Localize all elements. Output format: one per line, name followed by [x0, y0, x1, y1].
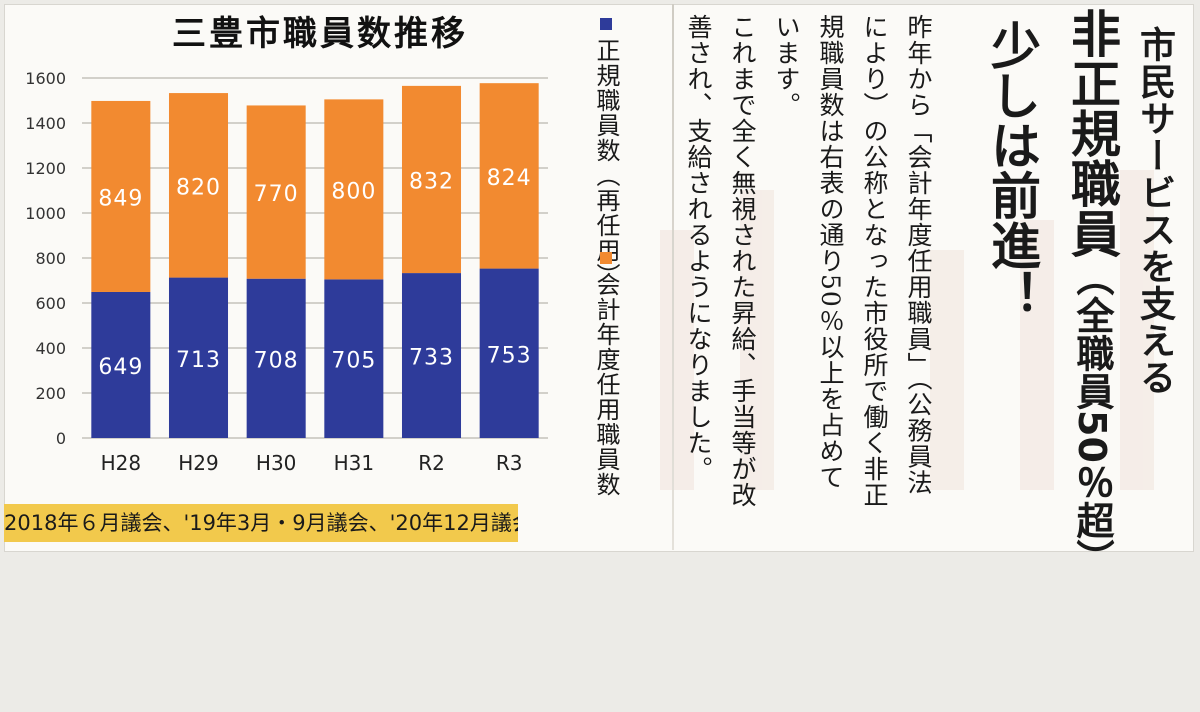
bar-fiscal [324, 99, 384, 280]
bar-fiscal [246, 105, 306, 279]
bar-value-label: 713 [176, 348, 221, 373]
legend-label-regular: 正規職員数（再任用） [592, 38, 620, 288]
bar-value-label: 649 [98, 355, 143, 380]
headline-3: 少しは前進！ [983, 20, 1041, 320]
bar-value-label: 800 [331, 179, 376, 204]
staff-count-chart: 0 200 400 600 800 1000 1200 1400 1600 649 849 713 8… [25, 69, 548, 475]
y-tick-label: 1200 [25, 159, 66, 178]
bar-regular [168, 277, 229, 438]
headline-2-paren: （全職員50％超） [1070, 258, 1114, 577]
x-tick-label: R2 [418, 451, 445, 475]
article-line-2: により）の公称となった市役所で働く非正 [860, 14, 889, 508]
y-tick-label: 800 [35, 249, 66, 268]
bar-value-label: 705 [331, 349, 376, 374]
bar-value-label: 733 [409, 346, 454, 371]
article-line-3: 規職員数は右表の通り50％以上を占めて [816, 14, 845, 490]
bar-value-label: 824 [487, 166, 532, 191]
page-fold [672, 4, 674, 550]
bar-regular [246, 278, 306, 438]
bar-value-label: 820 [176, 175, 221, 200]
x-tick-label: R3 [496, 451, 523, 475]
x-axis-ticks: H28 H29 H30 H31 R2 R3 [101, 451, 523, 475]
legend-fiscal: 会計年度任用職員数 [590, 252, 622, 712]
x-tick-label: H30 [256, 451, 297, 475]
article-line-6: 善され、支給されるようになりました。 [684, 14, 713, 482]
bar-regular [479, 268, 539, 438]
y-tick-label: 1400 [25, 114, 66, 133]
y-tick-label: 1600 [25, 69, 66, 88]
headline-2: 非正規職員（全職員50％超） [1060, 8, 1124, 577]
chart-title: 三豊市職員数推移 [172, 14, 468, 54]
x-tick-label: H29 [178, 451, 219, 475]
headline-2-main: 非正規職員 [1063, 8, 1121, 258]
bar-fiscal [401, 85, 462, 274]
bar-regular [401, 273, 462, 438]
bar-fiscal [91, 100, 151, 292]
bar-regular [91, 291, 151, 438]
y-tick-label: 400 [35, 339, 66, 358]
chart-bars: 649 849 713 820 708 770 705 800 733 832 753 824 [91, 83, 539, 438]
bar-value-label: 770 [254, 182, 299, 207]
x-tick-label: H28 [101, 451, 142, 475]
bar-value-label: 832 [409, 169, 454, 194]
legend-label-fiscal: 会計年度任用職員数 [592, 272, 620, 497]
bar-value-label: 849 [98, 186, 143, 211]
y-tick-label: 1000 [25, 204, 66, 223]
legend-swatch-regular [600, 18, 612, 30]
bar-regular [324, 279, 384, 438]
y-tick-label: 200 [35, 384, 66, 403]
bar-fiscal [168, 93, 229, 278]
bar-value-label: 753 [487, 343, 532, 368]
article-line-4: います。 [772, 14, 801, 118]
bar-fiscal [479, 83, 539, 269]
sessions-banner: 2018年６月議会、'19年3月・9月議会、'20年12月議会 [4, 504, 518, 542]
chart-grid [82, 77, 548, 439]
y-axis-ticks: 0 200 400 600 800 1000 1200 1400 1600 [25, 69, 66, 448]
legend-swatch-fiscal [600, 252, 612, 264]
article-line-1: 昨年から「会計年度任用職員」（公務員法 [904, 14, 933, 496]
x-tick-label: H31 [334, 451, 375, 475]
bar-value-label: 708 [254, 348, 299, 373]
legend-regular: 正規職員数（再任用） [590, 18, 622, 478]
y-tick-label: 0 [56, 429, 66, 448]
article-line-5: これまで全く無視された昇給、手当等が改 [728, 14, 757, 508]
y-tick-label: 600 [35, 294, 66, 313]
headline-1: 市民サービスを支える [1134, 26, 1175, 396]
